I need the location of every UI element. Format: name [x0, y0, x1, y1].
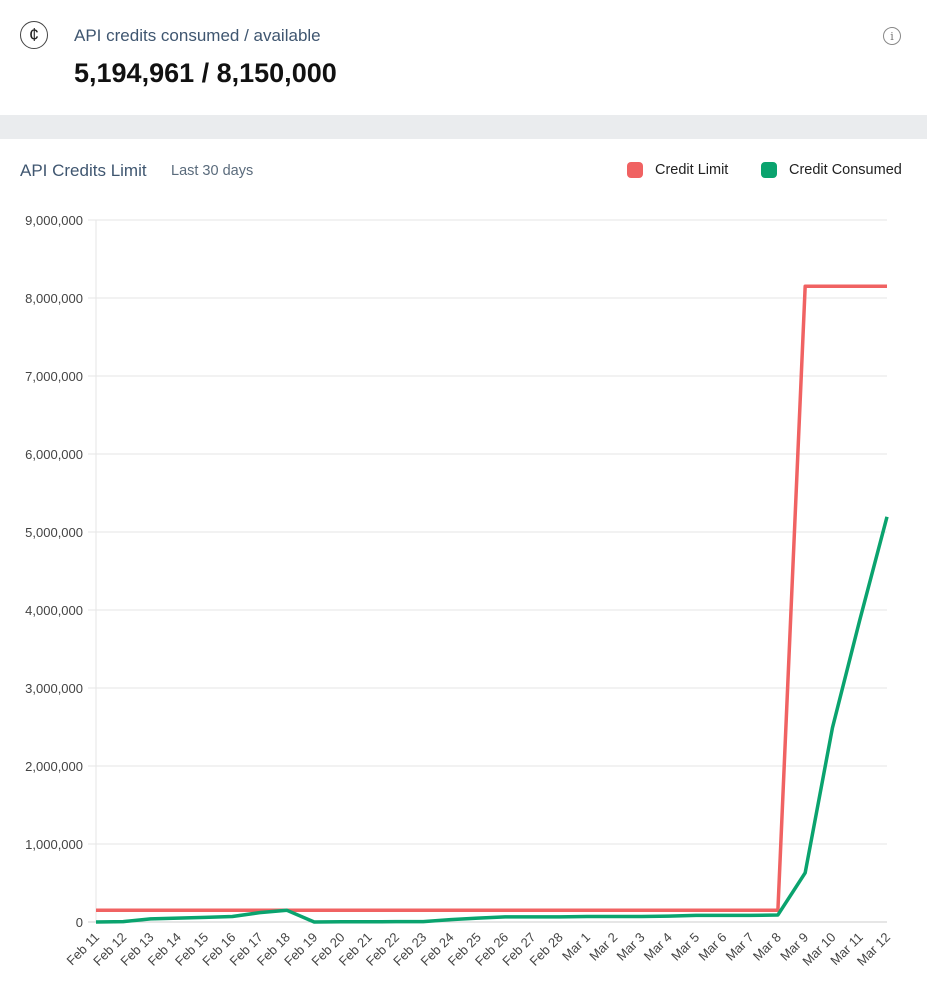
legend-swatch — [627, 162, 643, 178]
credits-label: API credits consumed / available — [74, 26, 321, 45]
y-tick-label: 4,000,000 — [25, 603, 83, 618]
y-tick-label: 5,000,000 — [25, 525, 83, 540]
y-tick-label: 1,000,000 — [25, 837, 83, 852]
y-tick-label: 3,000,000 — [25, 681, 83, 696]
info-icon[interactable]: i — [883, 27, 901, 45]
x-tick-label: Mar 5 — [668, 930, 702, 964]
x-tick-label: Mar 6 — [695, 930, 729, 964]
legend-swatch — [761, 162, 777, 178]
series-line-credit-limit — [96, 284, 887, 913]
x-tick-label: Mar 8 — [750, 930, 784, 964]
y-tick-label: 6,000,000 — [25, 447, 83, 462]
y-tick-label: 7,000,000 — [25, 369, 83, 384]
y-tick-label: 2,000,000 — [25, 759, 83, 774]
credits-summary: ¢ API credits consumed / available 5,194… — [0, 0, 927, 115]
legend-credit-limit[interactable]: Credit Limit — [627, 162, 728, 178]
y-tick-label: 9,000,000 — [25, 213, 83, 228]
chart-title: API Credits Limit — [20, 161, 147, 180]
divider-band — [0, 115, 927, 139]
credits-value: 5,194,961 / 8,150,000 — [74, 58, 337, 88]
x-tick-label: Mar 2 — [586, 930, 620, 964]
series-line-credit-consumed — [95, 516, 889, 924]
x-tick-label: Mar 4 — [641, 930, 675, 964]
x-tick-label: Mar 1 — [559, 930, 593, 964]
chart-subtitle: Last 30 days — [171, 163, 254, 179]
legend-label: Credit Limit — [655, 162, 729, 178]
x-tick-label: Mar 7 — [723, 930, 757, 964]
legend-label: Credit Consumed — [789, 162, 902, 178]
coin-icon: ¢ — [20, 21, 48, 49]
y-tick-label: 0 — [76, 915, 83, 930]
legend-credit-consumed[interactable]: Credit Consumed — [761, 162, 902, 178]
y-tick-label: 8,000,000 — [25, 291, 83, 306]
x-tick-label: Mar 3 — [614, 930, 648, 964]
